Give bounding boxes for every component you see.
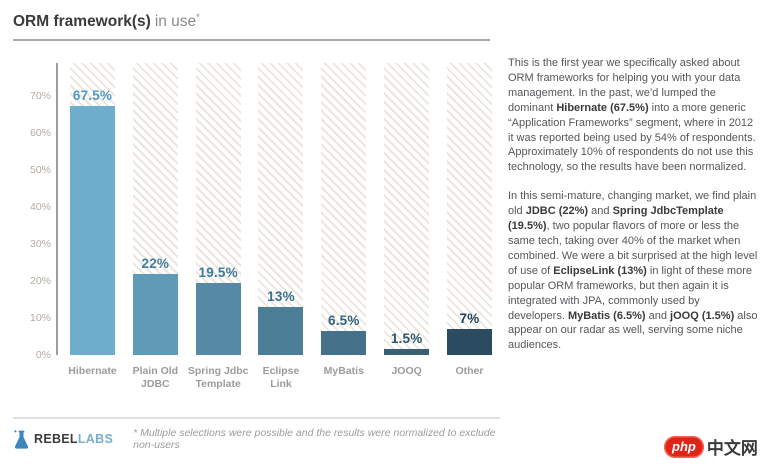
bar-value-label: 13%: [267, 288, 295, 304]
php-badge: php: [664, 435, 704, 458]
title-asterisk: *: [196, 12, 200, 22]
chart-column: 7% Other: [446, 63, 492, 377]
y-axis-tick: 20%: [29, 275, 51, 288]
category-label: Eclipse Link: [262, 365, 300, 391]
category-label: Other: [455, 365, 484, 377]
y-axis: 0% 10% 20% 30% 40% 50% 60% 70%: [13, 63, 51, 361]
flask-icon: [13, 429, 29, 449]
bar-value-label: 6.5%: [328, 312, 360, 328]
watermark-cn-text: 中文网: [706, 439, 758, 459]
category-label: Spring Jdbc Template: [187, 365, 249, 391]
bar: [70, 105, 115, 355]
category-label: Plain Old JDBC: [132, 365, 179, 391]
footer-divider: [13, 417, 500, 419]
bar-value-label: 67.5%: [72, 87, 113, 103]
bar-value-label: 22%: [141, 255, 170, 271]
chart-columns: 67.5% Hibernate 22% Plain Old JDBC 19.5% Sprin…: [68, 63, 492, 390]
chart-column: 6.5% MyBatis: [321, 63, 367, 377]
page-title-main: ORM framework(s): [13, 13, 151, 31]
bar: [195, 282, 241, 355]
php-watermark-logo: php 中文网: [664, 434, 758, 459]
chart-column: 19.5% Spring Jdbc Template: [188, 63, 249, 390]
logo-labs-text: LABS: [77, 432, 114, 446]
title-divider: [13, 39, 490, 42]
commentary-paragraph-1: This is the first year we specifically a…: [508, 57, 756, 174]
y-axis-tick: 0%: [35, 349, 51, 361]
logo-rebel-text: REBEL: [34, 432, 78, 446]
chart-column: 1.5% JOOQ: [384, 63, 430, 377]
page-footer: REBEL LABS * Multiple selections were pos…: [13, 417, 500, 451]
y-axis-tick: 30%: [29, 238, 51, 251]
bar-value-label: 7%: [459, 311, 480, 327]
rebel-labs-logo: REBEL LABS: [13, 429, 113, 450]
y-axis-tick: 50%: [29, 164, 51, 177]
page-title: ORM framework(s) in use*: [13, 12, 490, 31]
page-title-sub: in use: [154, 13, 197, 31]
chart-column: 22% Plain Old JDBC: [132, 63, 178, 390]
chart-column: 13% Eclipse Link: [258, 63, 304, 390]
y-axis-line: [56, 63, 58, 355]
page-header: ORM framework(s) in use*: [13, 12, 490, 42]
y-axis-tick: 40%: [29, 201, 51, 214]
footnote: * Multiple selections were possible and …: [133, 427, 496, 451]
bar-value-label: 19.5%: [198, 264, 238, 280]
y-axis-tick: 10%: [29, 312, 51, 325]
category-label: Hibernate: [68, 365, 117, 377]
commentary-paragraph-2: In this semi-mature, changing market, we…: [508, 190, 758, 352]
bar: [258, 306, 304, 355]
y-axis-tick: 70%: [29, 90, 51, 103]
category-label: MyBatis: [323, 365, 364, 377]
bar: [321, 330, 367, 355]
chart-column: 67.5% Hibernate: [68, 63, 117, 377]
bar: [132, 273, 178, 355]
bar: [446, 329, 492, 355]
y-axis-tick: 60%: [29, 127, 51, 140]
bar-chart: 0% 10% 20% 30% 40% 50% 60% 70% 67.5% Hibernate 22…: [13, 63, 500, 408]
commentary-panel: This is the first year we specifically a…: [508, 56, 758, 367]
bar-value-label: 1.5%: [390, 331, 423, 347]
category-label: JOOQ: [391, 365, 422, 377]
bar: [384, 349, 430, 355]
